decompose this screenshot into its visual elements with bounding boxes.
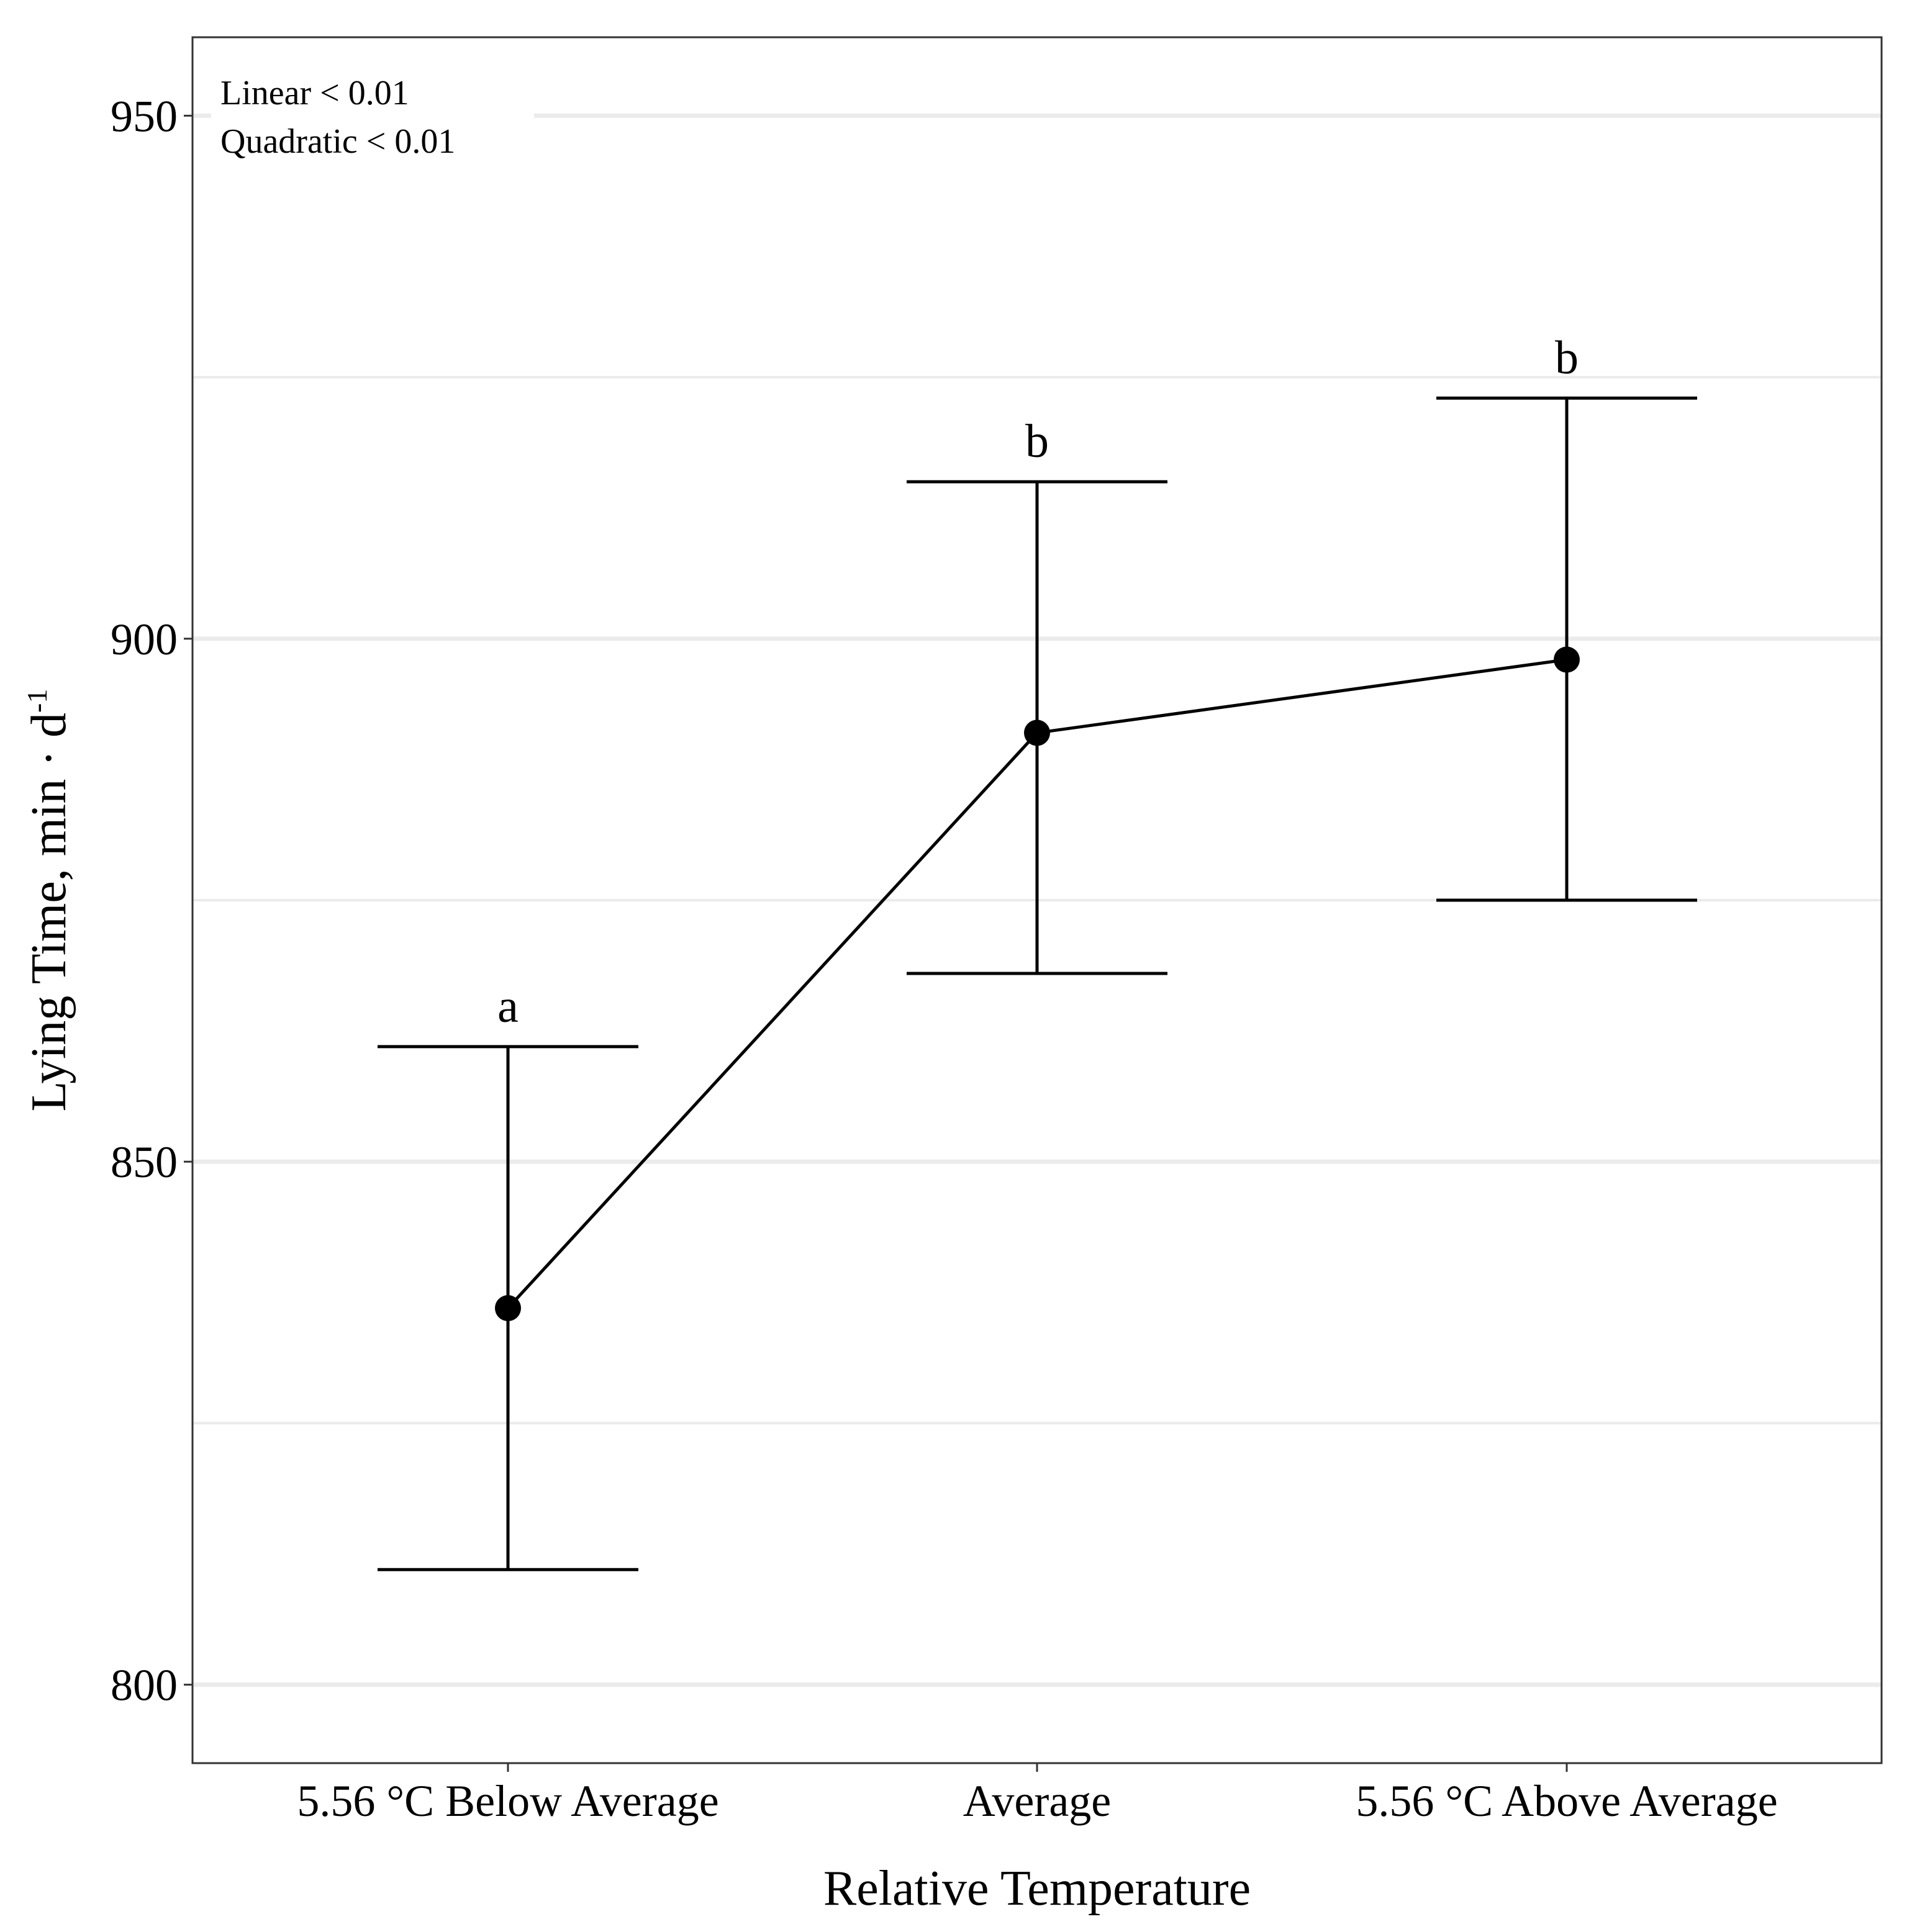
x-axis-title: Relative Temperature — [823, 1861, 1251, 1916]
data-point — [1024, 720, 1050, 746]
y-tick-label: 950 — [111, 91, 178, 141]
x-tick-label: Average — [963, 1776, 1112, 1826]
annotation-linear: Linear < 0.01 — [220, 74, 409, 112]
x-axis: 5.56 °C Below Average Average 5.56 °C Abov… — [297, 1763, 1778, 1826]
y-tick-label: 800 — [111, 1661, 178, 1710]
y-axis-title: Lying Time, min · d-1 — [21, 689, 76, 1112]
significance-letter: b — [1025, 415, 1049, 467]
x-tick-label: 5.56 °C Above Average — [1356, 1776, 1777, 1826]
data-point — [1554, 646, 1580, 673]
annotation-quadratic: Quadratic < 0.01 — [220, 122, 455, 161]
data-points — [495, 646, 1580, 1322]
significance-letter: a — [497, 980, 519, 1032]
y-tick-label: 850 — [111, 1137, 178, 1187]
significance-letter: b — [1555, 332, 1579, 384]
annotation-box: Linear < 0.01 Quadratic < 0.01 — [211, 67, 534, 161]
annotation-background — [211, 67, 534, 159]
y-axis: 800 850 900 950 — [111, 91, 193, 1710]
y-tick-label: 900 — [111, 615, 178, 664]
significance-letters: a b b — [497, 332, 1579, 1032]
x-tick-label: 5.56 °C Below Average — [297, 1776, 718, 1826]
y-axis-title-superscript: -1 — [21, 689, 53, 713]
data-point — [495, 1295, 521, 1322]
y-axis-title-text: Lying Time, min · d — [22, 713, 76, 1111]
